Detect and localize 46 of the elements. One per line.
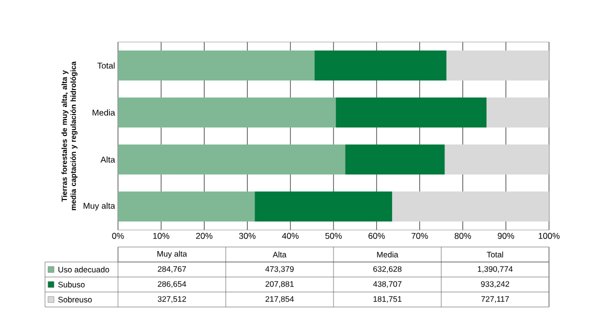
legend-label: Subuso	[58, 282, 85, 288]
bar	[118, 50, 315, 81]
x-tick-label: 10%	[153, 232, 170, 239]
bar	[486, 98, 550, 128]
data-label: 933,242	[481, 281, 510, 288]
bar	[314, 50, 446, 81]
y-tick-label: Muy alta	[84, 202, 116, 210]
category-label: Alta	[272, 252, 286, 258]
data-label: 1,390,774	[478, 266, 513, 273]
x-tick-label: 40%	[282, 232, 299, 239]
bar	[336, 98, 487, 128]
category-label: Media	[377, 252, 398, 258]
bar	[254, 192, 392, 222]
x-tick-label: 0%	[112, 232, 124, 239]
x-tick-label: 90%	[498, 232, 514, 239]
data-label: 327,512	[158, 296, 186, 303]
data-label: 217,854	[266, 296, 294, 303]
y-tick-label: Media	[92, 109, 116, 116]
y-tick-label: Alta	[100, 156, 116, 163]
bar	[118, 192, 255, 222]
category-label: Muy alta	[157, 250, 188, 258]
data-label: 181,751	[374, 296, 402, 303]
data-label: 438,707	[373, 281, 402, 288]
category-label: Total	[486, 252, 504, 258]
legend-label: Uso adecuado	[58, 266, 110, 272]
bar	[345, 144, 445, 174]
bar	[118, 144, 346, 174]
bar	[446, 50, 550, 81]
x-tick-label: 70%	[412, 232, 428, 239]
bar	[392, 192, 550, 222]
y-tick-label: Total	[97, 62, 115, 69]
x-tick-label: 100%	[538, 232, 560, 239]
data-label: 632,628	[373, 266, 402, 273]
x-tick-label: 50%	[325, 232, 342, 239]
x-tick-label: 30%	[239, 232, 256, 239]
data-label: 473,379	[265, 266, 294, 273]
bar	[118, 98, 336, 128]
data-label: 284,767	[158, 266, 186, 273]
x-tick-label: 60%	[368, 232, 385, 239]
x-tick-label: 80%	[454, 232, 472, 239]
bar	[444, 144, 550, 174]
x-tick-label: 20%	[196, 232, 212, 239]
legend-label: Sobreuso	[58, 296, 92, 302]
data-label: 727,117	[481, 296, 509, 303]
data-label: 207,881	[266, 281, 294, 288]
data-label: 286,654	[158, 281, 186, 288]
